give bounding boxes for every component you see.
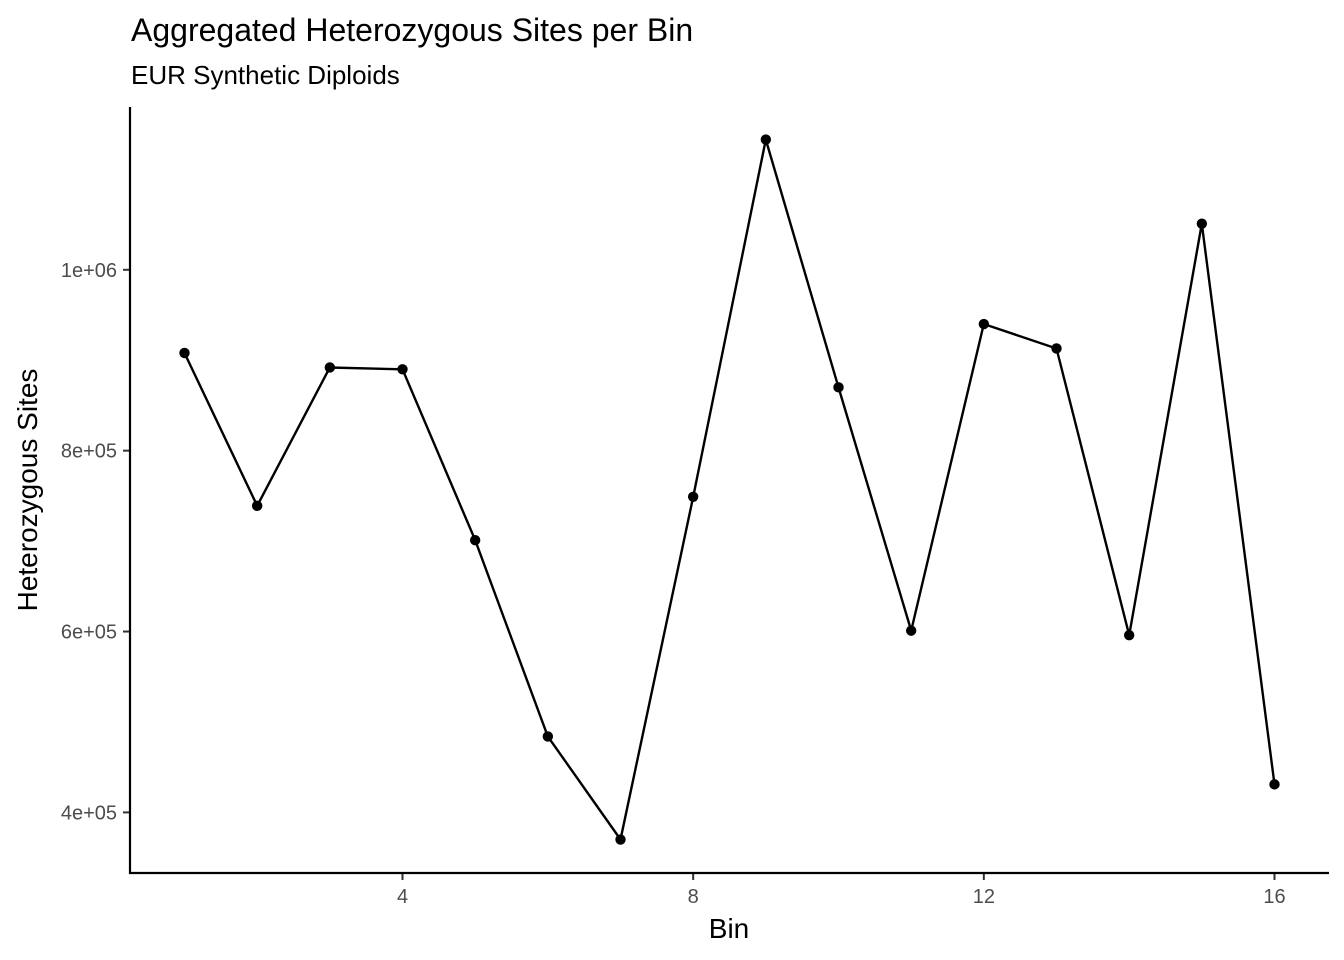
data-point (1123, 629, 1135, 641)
data-point (1196, 218, 1208, 229)
y-tick-label: 6e+05 (61, 622, 117, 644)
series-line (183, 139, 1276, 843)
y-axis-ticks: 4e+05 6e+05 8e+05 1e+06 (61, 260, 130, 824)
data-point (397, 364, 408, 375)
x-axis-title: Bin (709, 913, 749, 944)
data-point (324, 362, 336, 373)
x-tick-label: 12 (973, 886, 995, 908)
series-layer (179, 134, 1280, 845)
data-point (978, 318, 990, 330)
data-point (687, 491, 699, 502)
data-point (251, 500, 263, 512)
x-axis-ticks: 4 8 12 16 (397, 873, 1286, 908)
data-point (905, 625, 917, 636)
data-point (542, 731, 554, 742)
data-point (1051, 343, 1062, 354)
x-tick-label: 4 (397, 886, 408, 908)
data-point (469, 534, 481, 546)
data-point (179, 347, 190, 359)
y-tick-label: 1e+06 (61, 260, 117, 282)
chart-title: Aggregated Heterozygous Sites per Bin (131, 12, 693, 48)
y-tick-label: 8e+05 (61, 441, 117, 463)
data-point (760, 134, 772, 145)
data-point (615, 834, 626, 845)
x-tick-label: 16 (1263, 886, 1285, 908)
y-tick-label: 4e+05 (61, 802, 117, 824)
y-axis-title: Heterozygous Sites (12, 369, 43, 612)
data-point (1269, 779, 1280, 790)
data-point (833, 382, 844, 393)
chart-subtitle: EUR Synthetic Diploids (131, 60, 400, 90)
x-tick-label: 8 (688, 886, 699, 908)
